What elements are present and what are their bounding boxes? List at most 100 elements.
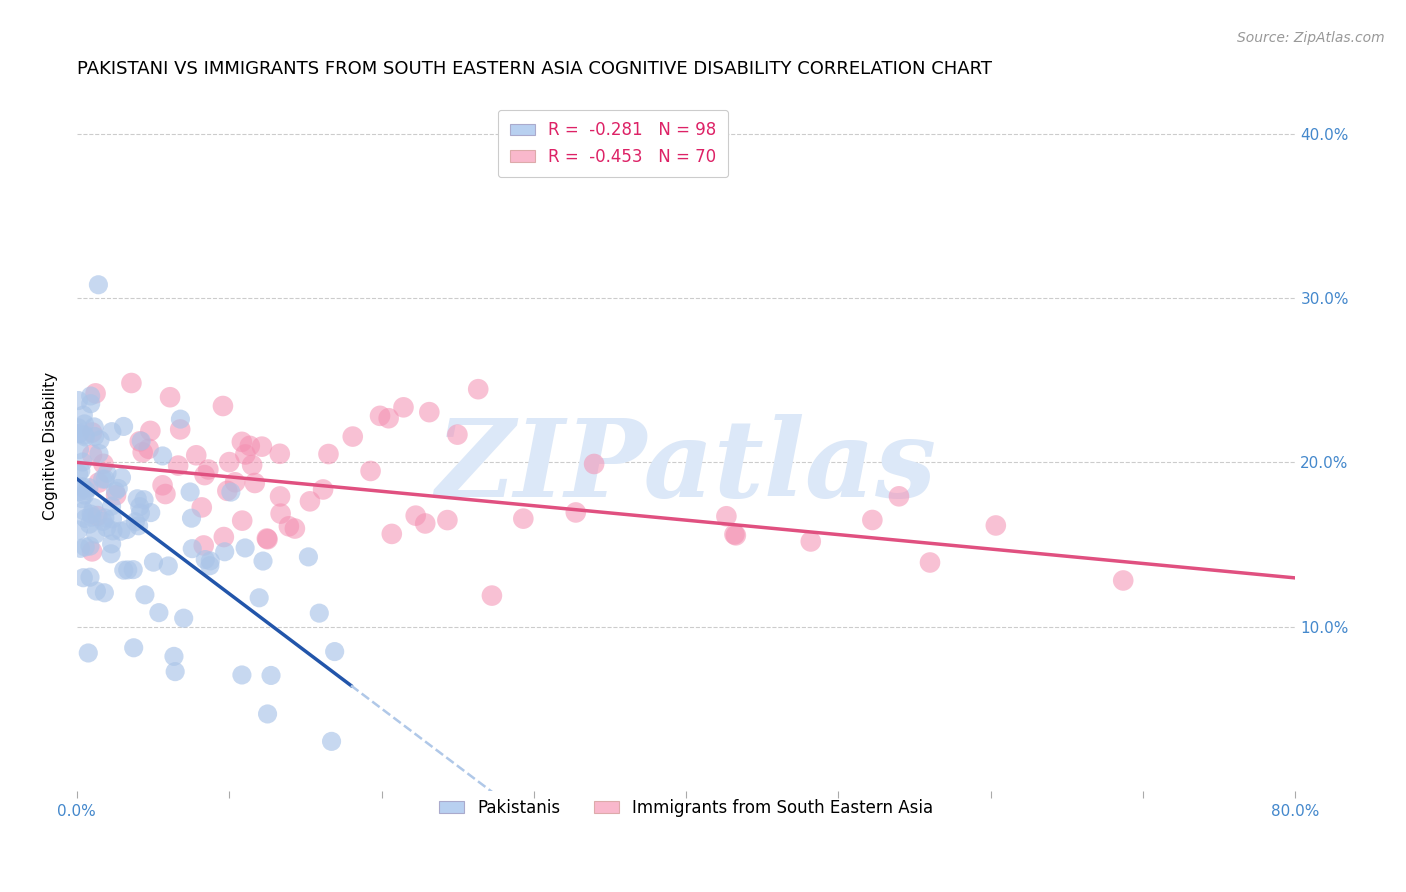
Point [122, 640, 145, 655]
Point [446, 427, 468, 442]
Point [152, 449, 174, 463]
Point [84, 527, 107, 541]
Point [984, 518, 1007, 533]
Point [194, 552, 217, 566]
Point [79, 570, 101, 584]
Point [377, 411, 399, 425]
Point [163, 649, 186, 664]
Point [67, 523, 90, 537]
Point [152, 478, 174, 492]
Point [127, 491, 149, 506]
Point [67, 442, 90, 457]
Point [83, 500, 105, 515]
Point [298, 494, 321, 508]
Point [93, 457, 115, 471]
Point [80, 510, 103, 524]
Point [194, 468, 217, 483]
Point [69, 464, 91, 478]
Point [82, 448, 104, 462]
Point [165, 665, 187, 679]
Text: Source: ZipAtlas.com: Source: ZipAtlas.com [1237, 31, 1385, 45]
Point [67, 421, 90, 435]
Point [323, 644, 346, 658]
Point [800, 534, 823, 549]
Point [67, 426, 90, 441]
Point [72, 571, 94, 585]
Point [269, 490, 291, 504]
Point [256, 533, 278, 547]
Point [231, 514, 253, 528]
Point [198, 558, 221, 573]
Point [86, 584, 108, 599]
Point [128, 518, 150, 533]
Point [83, 429, 105, 443]
Point [197, 462, 219, 476]
Point [79, 389, 101, 403]
Point [252, 554, 274, 568]
Point [93, 586, 115, 600]
Point [94, 472, 117, 486]
Point [565, 505, 588, 519]
Point [200, 554, 222, 568]
Point [256, 532, 278, 546]
Point [67, 484, 90, 499]
Text: ZIPatlas: ZIPatlas [436, 414, 936, 520]
Point [418, 405, 440, 419]
Point [84, 386, 107, 401]
Text: PAKISTANI VS IMMIGRANTS FROM SOUTH EASTERN ASIA COGNITIVE DISABILITY CORRELATION: PAKISTANI VS IMMIGRANTS FROM SOUTH EASTE… [77, 60, 991, 78]
Point [107, 482, 129, 496]
Point [86, 509, 108, 524]
Point [224, 475, 246, 490]
Point [436, 513, 458, 527]
Point [72, 455, 94, 469]
Point [270, 507, 292, 521]
Point [122, 563, 145, 577]
Point [269, 447, 291, 461]
Point [318, 447, 340, 461]
Point [110, 470, 132, 484]
Point [73, 504, 96, 518]
Point [67, 393, 90, 408]
Point [67, 467, 90, 481]
Point [89, 433, 111, 447]
Point [157, 558, 180, 573]
Point [80, 397, 103, 411]
Point [129, 506, 152, 520]
Point [240, 458, 263, 472]
Point [96, 520, 118, 534]
Point [235, 447, 257, 461]
Point [96, 467, 118, 481]
Point [243, 475, 266, 490]
Point [219, 485, 242, 500]
Point [716, 509, 738, 524]
Point [860, 513, 883, 527]
Point [75, 511, 97, 525]
Point [887, 489, 910, 503]
Point [250, 440, 273, 454]
Point [73, 428, 96, 442]
Point [231, 434, 253, 449]
Point [212, 399, 235, 413]
Point [724, 528, 747, 542]
Point [112, 563, 135, 577]
Point [100, 499, 122, 513]
Point [360, 464, 382, 478]
Point [142, 555, 165, 569]
Point [167, 458, 190, 473]
Y-axis label: Cognitive Disability: Cognitive Disability [44, 372, 58, 520]
Point [247, 591, 270, 605]
Point [284, 522, 307, 536]
Point [193, 539, 215, 553]
Point [723, 527, 745, 541]
Point [132, 492, 155, 507]
Point [381, 527, 404, 541]
Point [233, 541, 256, 555]
Point [100, 547, 122, 561]
Point [69, 426, 91, 441]
Point [392, 401, 415, 415]
Point [277, 519, 299, 533]
Point [91, 515, 114, 529]
Point [260, 668, 283, 682]
Point [70, 491, 93, 506]
Point [583, 457, 606, 471]
